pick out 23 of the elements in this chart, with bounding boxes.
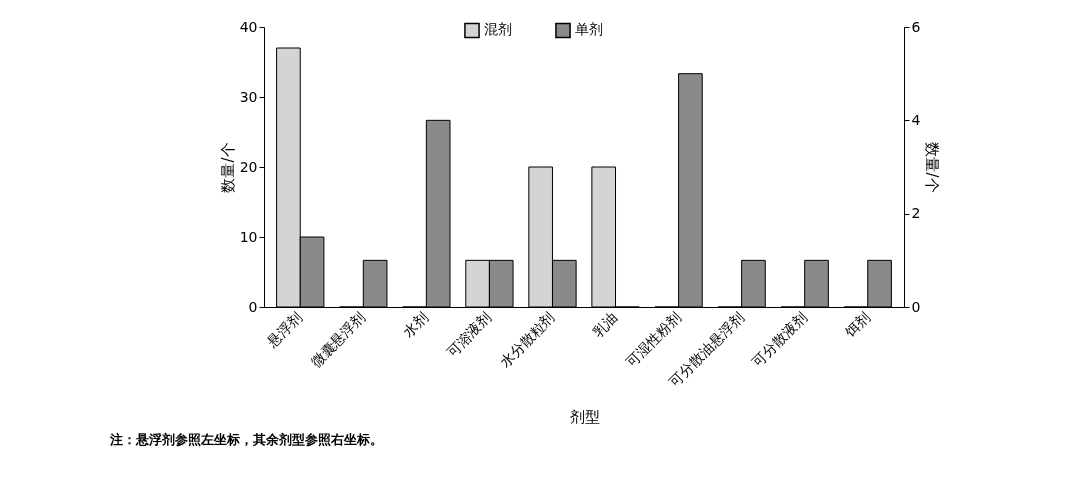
x-tick-label: 水分散粒剂	[496, 309, 558, 370]
x-tick-label: 乳油	[589, 309, 621, 341]
y2-tick-label: 0	[911, 298, 921, 315]
x-tick-label: 可溶液剂	[443, 309, 495, 361]
y-axis-title: 数量/个	[218, 142, 237, 193]
x-tick-label: 水剂	[400, 309, 432, 341]
y-tick-label: 40	[239, 18, 258, 35]
y2-tick-label: 6	[911, 18, 921, 35]
y2-axis-title: 数量/个	[923, 142, 942, 193]
y-tick-label: 10	[239, 228, 258, 245]
legend-label: 混剂	[484, 21, 512, 38]
y-tick-label: 20	[239, 158, 258, 175]
x-tick-label: 饵剂	[840, 309, 873, 341]
x-tick-label: 悬浮剂	[263, 309, 306, 351]
y2-tick-label: 2	[911, 205, 921, 222]
x-tick-label: 可分散液剂	[748, 309, 810, 370]
y2-tick-label: 4	[911, 111, 921, 128]
text: 注：悬浮剂参照左坐标，其余剂型参照右坐标。	[109, 432, 384, 448]
x-axis-title: 剂型	[569, 407, 600, 426]
x-tick-label: 微囊悬浮剂	[307, 309, 369, 370]
legend-label: 单剂	[575, 21, 603, 38]
y-tick-label: 30	[239, 88, 258, 105]
y-tick-label: 0	[248, 298, 258, 315]
